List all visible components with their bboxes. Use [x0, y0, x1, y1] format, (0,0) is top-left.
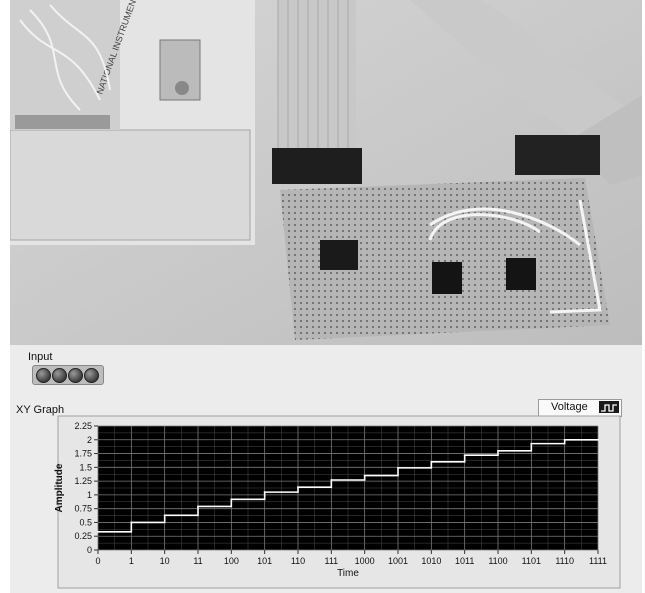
x-tick-label: 1010	[421, 556, 441, 566]
x-tick-label: 111	[324, 556, 338, 566]
data-point	[530, 442, 533, 445]
data-point	[163, 514, 166, 517]
x-tick-label: 101	[257, 556, 272, 566]
data-point	[330, 479, 333, 481]
x-tick-label: 1	[129, 556, 134, 566]
y-tick-label: 1.25	[74, 476, 92, 486]
x-tick-label: 100	[224, 556, 239, 566]
y-tick-label: 2.25	[74, 421, 92, 431]
perfboard-icon	[280, 178, 610, 340]
data-point	[497, 449, 499, 452]
connector-icon	[515, 135, 600, 175]
x-tick-label: 110	[291, 556, 305, 566]
breadboard-photo-illustration: NATIONAL INSTRUMENTS	[10, 0, 642, 345]
data-point	[197, 505, 199, 508]
x-tick-label: 1110	[555, 556, 574, 566]
data-point	[397, 466, 399, 469]
data-point	[430, 460, 433, 463]
x-tick-label: 1001	[388, 556, 408, 566]
data-point	[297, 486, 299, 489]
y-tick-label: 1.5	[79, 462, 92, 472]
data-point	[363, 474, 366, 477]
data-point	[97, 530, 99, 533]
y-axis-title: Amplitude	[54, 463, 65, 512]
x-tick-label: 1100	[488, 556, 507, 566]
x-tick-label: 11	[193, 556, 202, 566]
x-tick-label: 10	[160, 556, 170, 566]
input-label: Input	[28, 351, 53, 363]
y-tick-label: 0	[87, 545, 92, 555]
led-indicator-icon[interactable]	[68, 368, 83, 383]
data-point	[463, 454, 466, 457]
ic-chip-icon	[432, 262, 462, 294]
y-tick-label: 0.75	[74, 504, 92, 514]
plot-legend[interactable]: Voltage	[538, 399, 622, 417]
data-point	[130, 521, 133, 524]
series-line-voltage	[98, 438, 598, 533]
y-tick-label: 0.5	[79, 517, 92, 527]
ic-chip-icon	[506, 258, 536, 290]
legend-series-name: Voltage	[551, 401, 588, 413]
y-tick-label: 0.25	[74, 531, 92, 541]
circuit-photo: NATIONAL INSTRUMENTS	[10, 0, 642, 345]
daq-device-icon: NATIONAL INSTRUMENTS	[10, 0, 255, 245]
led-indicator-icon[interactable]	[84, 368, 99, 383]
data-point	[230, 498, 233, 501]
ic-socket-icon	[320, 240, 358, 270]
ribbon-cable-icon	[277, 0, 642, 185]
led-indicator-icon[interactable]	[52, 368, 67, 383]
x-tick-label: 1101	[522, 556, 541, 566]
x-tick-label: 0	[95, 556, 100, 566]
y-tick-label: 2	[87, 435, 92, 445]
x-tick-label: 1011	[455, 556, 474, 566]
input-led-array[interactable]	[32, 365, 104, 385]
x-tick-label: 1000	[355, 556, 375, 566]
data-point	[563, 438, 566, 441]
data-point	[263, 491, 266, 494]
waveform-icon	[599, 401, 619, 413]
xy-graph-label: XY Graph	[16, 404, 65, 416]
x-axis-title: Time	[337, 568, 359, 579]
led-indicator-icon[interactable]	[36, 368, 51, 383]
y-tick-label: 1.75	[74, 449, 92, 459]
connector-icon	[272, 148, 362, 184]
x-tick-label: 1111	[589, 556, 607, 566]
y-tick-label: 1	[87, 490, 92, 500]
data-point	[597, 438, 599, 441]
